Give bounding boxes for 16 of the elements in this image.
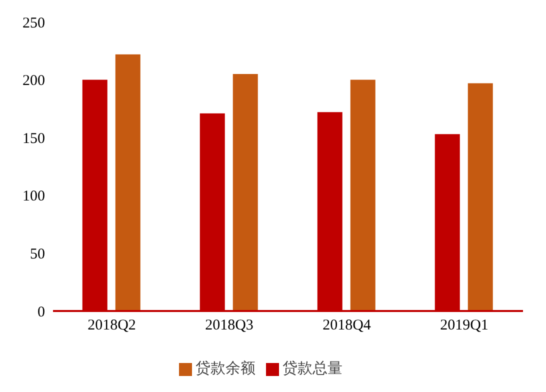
legend-label: 贷款总量 — [282, 361, 342, 377]
x-tick-label: 2018Q3 — [205, 318, 254, 334]
bar — [232, 74, 258, 311]
bar — [350, 80, 376, 311]
y-tick-label: 50 — [30, 246, 45, 263]
legend-label: 贷款余额 — [196, 361, 256, 377]
bar — [468, 83, 493, 311]
y-tick-label: 200 — [22, 73, 45, 90]
bar — [115, 54, 140, 311]
y-tick-label: 150 — [22, 130, 45, 147]
y-tick-label: 100 — [22, 188, 45, 205]
x-tick-label: 2018Q2 — [88, 318, 136, 334]
y-tick-label: 250 — [22, 15, 45, 32]
x-tick-label: 2019Q1 — [440, 318, 488, 334]
y-tick-label: 0 — [38, 304, 45, 320]
x-tick-label: 2018Q4 — [322, 318, 372, 334]
